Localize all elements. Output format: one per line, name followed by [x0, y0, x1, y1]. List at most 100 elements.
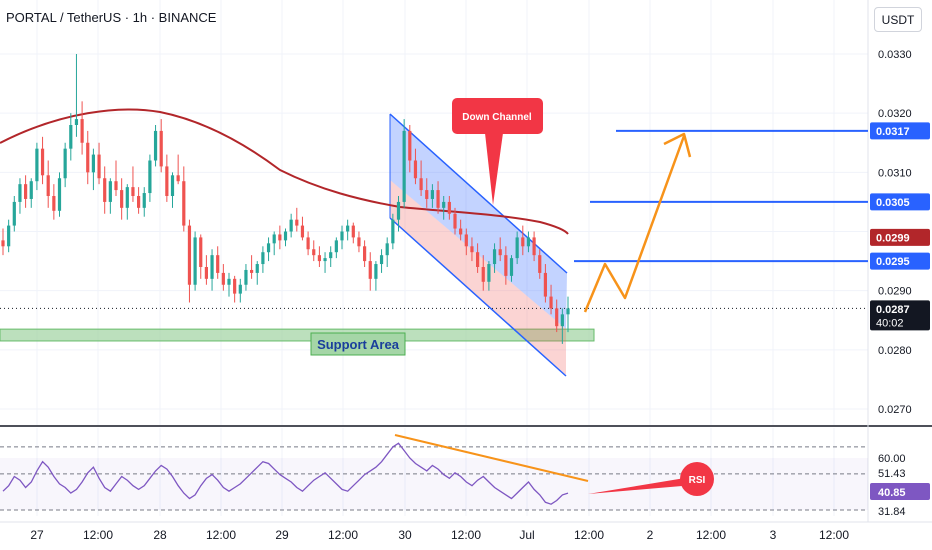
candle: [125, 184, 129, 220]
candle-body: [250, 269, 254, 273]
rsi-line: [2, 442, 569, 505]
time-tick-label: 3: [770, 528, 777, 542]
candle: [295, 207, 299, 232]
candle-body: [24, 184, 28, 199]
candle-body: [187, 225, 192, 285]
candle: [283, 228, 288, 247]
candle-body: [555, 308, 559, 327]
time-tick-label: Jul: [519, 528, 534, 542]
price-tick-label: 0.0320: [878, 108, 912, 120]
candle: [153, 125, 158, 167]
candle: [560, 308, 564, 344]
candle: [261, 246, 265, 273]
candle-body: [317, 255, 321, 262]
time-tick-label: 2: [647, 528, 654, 542]
candle-body: [255, 264, 259, 273]
candle-body: [165, 166, 169, 196]
candle: [46, 160, 50, 208]
candle: [436, 181, 440, 214]
candle: [447, 196, 451, 220]
candle-body: [278, 234, 282, 241]
candle-body: [176, 175, 180, 182]
candle: [470, 237, 474, 262]
candle: [80, 101, 84, 155]
candle: [204, 255, 208, 285]
candle: [142, 187, 146, 217]
candle: [52, 184, 56, 220]
candle: [492, 243, 497, 273]
time-tick-label: 30: [398, 528, 412, 542]
candle: [40, 136, 45, 185]
candle-body: [504, 255, 508, 276]
candle: [250, 255, 254, 279]
candle-body: [368, 261, 372, 279]
candle: [408, 125, 412, 173]
candle: [312, 240, 316, 262]
candle-body: [52, 196, 56, 211]
candle-body: [7, 225, 11, 247]
candle-body: [413, 160, 418, 179]
rsi-callout-label: RSI: [689, 475, 706, 486]
currency-button[interactable]: USDT: [874, 7, 922, 32]
candle-body: [137, 196, 141, 208]
candle-body: [515, 237, 519, 259]
candle-body: [323, 258, 327, 262]
candle: [515, 231, 519, 265]
candle-body: [233, 278, 237, 294]
projection-arrowhead: [663, 132, 692, 158]
candle-body: [476, 252, 480, 267]
price-tick-label: 0.0330: [878, 49, 912, 61]
candle-body: [210, 255, 214, 279]
candle-body: [425, 190, 429, 199]
candle: [289, 213, 293, 238]
time-tick-label: 12:00: [819, 528, 849, 542]
time-tick-label: 29: [275, 528, 289, 542]
candle-body: [272, 234, 276, 244]
price-label-value: 0.0287: [876, 304, 910, 316]
candle: [306, 231, 310, 256]
candle: [108, 178, 112, 214]
candle-body: [199, 237, 203, 267]
candle-body: [221, 272, 225, 285]
candle: [29, 178, 33, 208]
candle: [74, 54, 79, 137]
candle: [255, 261, 259, 285]
candle-body: [148, 160, 152, 194]
price-tick-label: 0.0290: [878, 286, 912, 298]
candle-body: [442, 201, 446, 208]
candle: [221, 264, 225, 291]
candle-body: [170, 175, 175, 196]
candle: [137, 187, 141, 214]
candle-body: [18, 184, 22, 202]
support-zone: [0, 328, 595, 342]
candle-body: [193, 237, 197, 285]
candle: [526, 231, 531, 253]
candle-body: [391, 219, 395, 244]
candle: [300, 216, 305, 241]
price-label-box: [870, 300, 930, 331]
candle: [549, 284, 553, 315]
candle: [459, 219, 463, 241]
candles: [1, 54, 570, 344]
candle: [35, 142, 39, 191]
candle: [170, 172, 175, 208]
candle: [216, 246, 220, 279]
candle-body: [69, 125, 73, 149]
candle: [357, 231, 361, 253]
time-tick-label: 28: [153, 528, 167, 542]
candle-body: [125, 187, 129, 208]
candle: [1, 228, 5, 256]
candle: [340, 225, 344, 250]
candle-body: [532, 237, 536, 256]
candle-body: [182, 181, 186, 226]
candle: [453, 207, 457, 235]
candle-body: [521, 237, 525, 247]
candle: [57, 172, 62, 217]
candle-body: [346, 225, 350, 232]
candle-body: [295, 219, 299, 226]
time-tick-label: 27: [30, 528, 44, 542]
candle-body: [334, 240, 338, 253]
time-tick-label: 12:00: [328, 528, 358, 542]
price-label-value: 0.0295: [876, 256, 910, 268]
